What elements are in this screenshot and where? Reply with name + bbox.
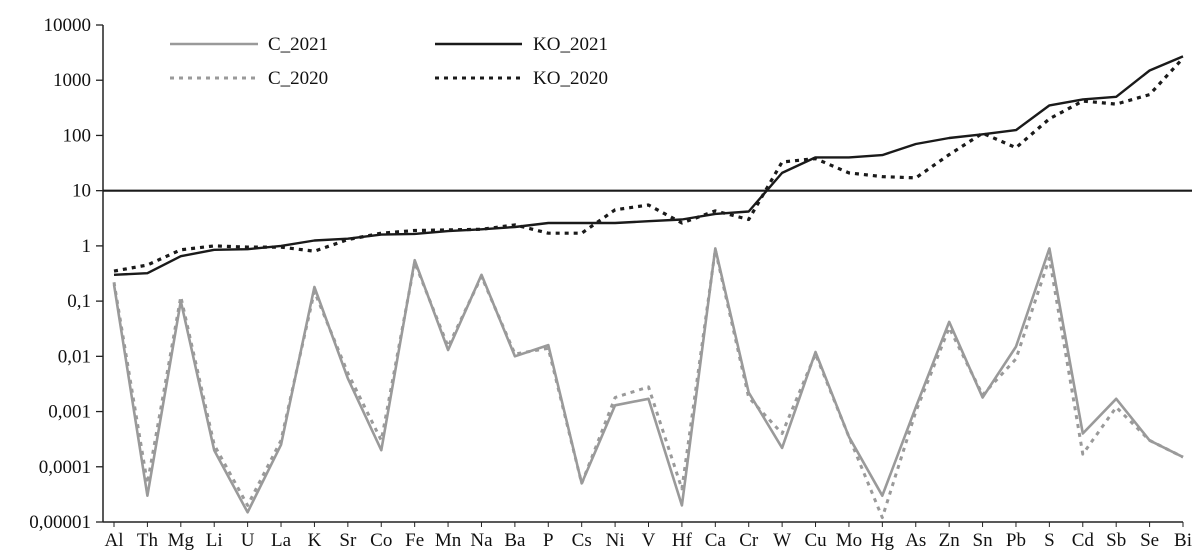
x-tick-label: Sb [1106,530,1126,551]
x-tick-label: Ni [606,530,625,551]
x-tick-label: Th [137,530,159,551]
x-tick-label: Cu [804,530,827,551]
axes-layer [96,24,1192,527]
x-tick-label: Se [1140,530,1159,551]
x-tick-label: Mo [836,530,862,551]
legend-label-ko-2021: KO_2021 [533,34,608,55]
x-tick-label: Cs [572,530,592,551]
y-tick-label: 10 [72,181,91,202]
y-tick-label: 0,001 [48,402,91,423]
x-tick-label: S [1044,530,1055,551]
y-tick-label: 1000 [53,70,91,91]
x-tick-label: Mg [168,530,195,551]
x-tick-label: K [308,530,322,551]
series-line-ko-2021 [113,55,1184,276]
x-tick-label: Al [105,530,124,551]
x-tick-label: P [543,530,554,551]
tick-label-layer: 10000 1000 100 10 1 0,1 0,01 0,001 0,0001 0,00001… [29,15,1192,551]
x-tick-label: Li [206,530,223,551]
x-tick-label: Cr [739,530,759,551]
series-layer [112,55,1185,520]
x-tick-label: La [271,530,292,551]
legend: C_2021 KO_2021 C_2020 KO_2020 [170,34,608,89]
x-tick-label: Pb [1006,530,1026,551]
legend-label-c-2020: C_2020 [268,68,328,89]
x-tick-label: W [773,530,791,551]
x-tick-label: Sn [973,530,994,551]
x-tick-label: Sr [339,530,357,551]
x-tick-label: V [642,530,656,551]
x-tick-label: Hg [871,530,895,551]
x-tick-label: Ba [504,530,526,551]
x-tick-label: As [905,530,926,551]
x-tick-label: U [241,530,255,551]
y-tick-label: 10000 [44,15,92,36]
x-tick-label: Fe [405,530,424,551]
x-tick-label: Hf [672,530,693,551]
series-line-c-2020 [112,248,1184,520]
x-tick-label: Bi [1174,530,1192,551]
legend-label-c-2021: C_2021 [268,34,328,55]
x-tick-label: Na [470,530,493,551]
x-tick-label: Zn [939,530,961,551]
y-tick-label: 0,00001 [29,512,91,533]
x-tick-label: Ca [705,530,727,551]
series-line-ko-2020 [113,57,1185,273]
legend-label-ko-2020: KO_2020 [533,68,608,89]
y-tick-label: 1 [82,236,92,257]
series-line-c-2021 [112,247,1184,514]
x-tick-label: Cd [1072,530,1095,551]
x-tick-label: Co [370,530,392,551]
y-tick-label: 0,01 [58,346,91,367]
y-tick-label: 100 [63,125,92,146]
y-tick-label: 0,1 [67,291,91,312]
y-tick-label: 0,0001 [39,457,91,478]
x-tick-label: Mn [435,530,462,551]
